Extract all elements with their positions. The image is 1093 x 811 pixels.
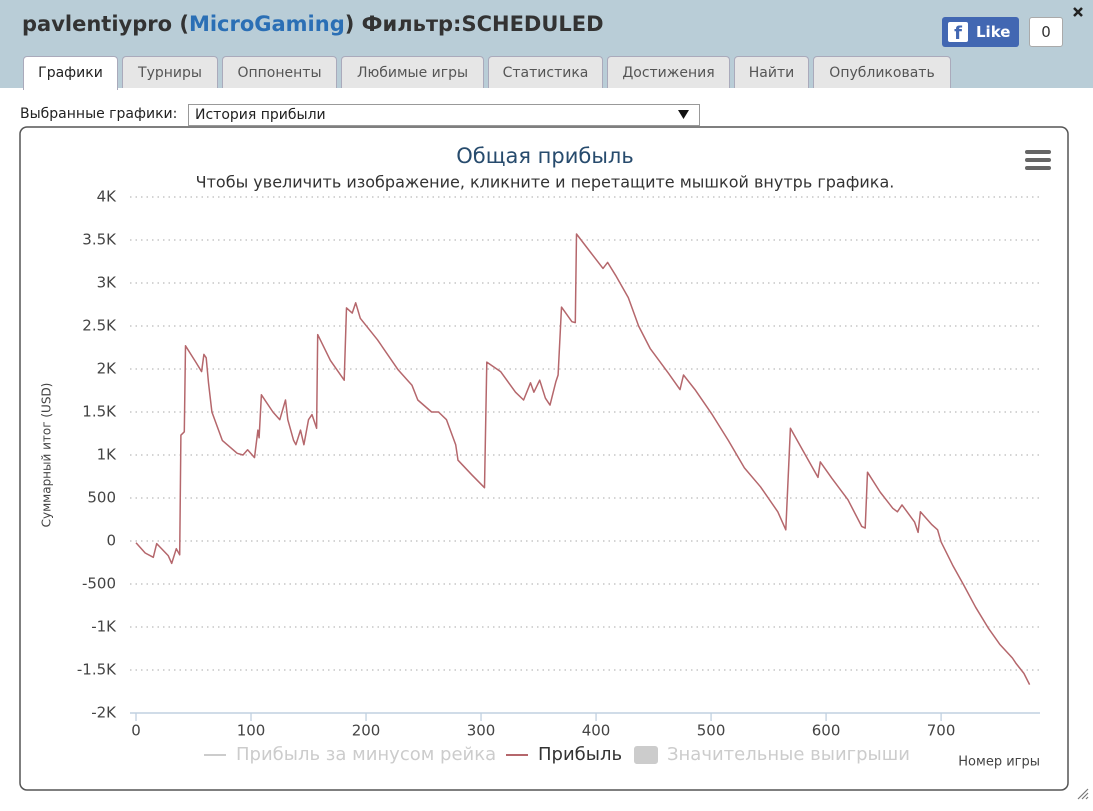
- y-tick-label: 3K: [97, 274, 118, 292]
- chart-frame: [19, 126, 1069, 791]
- tab[interactable]: Найти: [734, 56, 809, 88]
- selector-value: История прибыли: [195, 107, 326, 123]
- selector-label: Выбранные графики:: [20, 106, 178, 122]
- x-tick-label: 600: [812, 722, 841, 740]
- legend-label: Значительные выигрыши: [667, 744, 910, 765]
- x-tick-label: 200: [352, 722, 381, 740]
- title-prefix: pavlentiypro (: [22, 12, 189, 36]
- tab[interactable]: Графики: [23, 56, 118, 90]
- profit-line: [135, 233, 1031, 685]
- legend-item[interactable]: Прибыль за минусом рейка: [204, 744, 496, 765]
- y-tick-label: -2K: [91, 704, 117, 722]
- y-tick-label: 2K: [97, 360, 118, 378]
- legend-label: Прибыль за минусом рейка: [236, 744, 496, 765]
- tab[interactable]: Оппоненты: [222, 56, 337, 88]
- tab[interactable]: Опубликовать: [813, 56, 951, 88]
- dropdown-arrow: [678, 110, 689, 119]
- y-tick-label: 3.5K: [82, 231, 117, 249]
- resize-grip[interactable]: [1077, 788, 1089, 800]
- legend-item[interactable]: Прибыль: [506, 744, 622, 765]
- y-tick-label: 0: [106, 532, 116, 550]
- x-axis-title: Номер игры: [958, 755, 1040, 770]
- y-tick-label: -500: [82, 575, 116, 593]
- title-suffix: ) Фильтр:SCHEDULED: [344, 12, 604, 36]
- y-tick-label: 500: [87, 489, 116, 507]
- x-tick-label: 0: [131, 722, 141, 740]
- fb-icon: f: [948, 22, 968, 44]
- y-tick-label: -1K: [91, 618, 117, 636]
- legend-label: Прибыль: [538, 744, 622, 765]
- x-tick-label: 300: [467, 722, 496, 740]
- like-label: Like: [976, 23, 1011, 41]
- menu-button[interactable]: [1025, 150, 1051, 170]
- close-button[interactable]: [1072, 6, 1084, 18]
- x-tick-label: 100: [237, 722, 266, 740]
- y-axis-title: Суммарный итог (USD): [40, 383, 54, 528]
- tab[interactable]: Статистика: [488, 56, 603, 88]
- header: pavlentiypro (MicroGaming) Фильтр:SCHEDU…: [0, 0, 1093, 90]
- tab[interactable]: Любимые игры: [341, 56, 484, 88]
- tab[interactable]: Турниры: [122, 56, 218, 88]
- y-tick-label: 4K: [97, 188, 118, 206]
- legend-item[interactable]: Значительные выигрыши: [634, 744, 910, 765]
- chart-selector[interactable]: История прибыли: [188, 104, 700, 126]
- y-tick-label: -1.5K: [77, 661, 117, 679]
- x-tick-label: 400: [582, 722, 611, 740]
- x-tick-label: 500: [697, 722, 726, 740]
- network-link[interactable]: MicroGaming: [188, 12, 345, 36]
- chart-title: Общая прибыль: [456, 144, 633, 168]
- y-tick-label: 2.5K: [82, 317, 117, 335]
- legend-symbol: [634, 746, 658, 764]
- y-tick-label: 1K: [97, 446, 118, 464]
- like-button[interactable]: f Like: [942, 17, 1019, 47]
- like-count: 0: [1029, 17, 1063, 47]
- chart-subtitle: Чтобы увеличить изображение, кликните и …: [196, 173, 895, 192]
- x-tick-label: 700: [927, 722, 956, 740]
- y-tick-label: 1.5K: [82, 403, 117, 421]
- tab[interactable]: Достижения: [607, 56, 730, 88]
- window-title: pavlentiypro (MicroGaming) Фильтр:SCHEDU…: [22, 12, 604, 36]
